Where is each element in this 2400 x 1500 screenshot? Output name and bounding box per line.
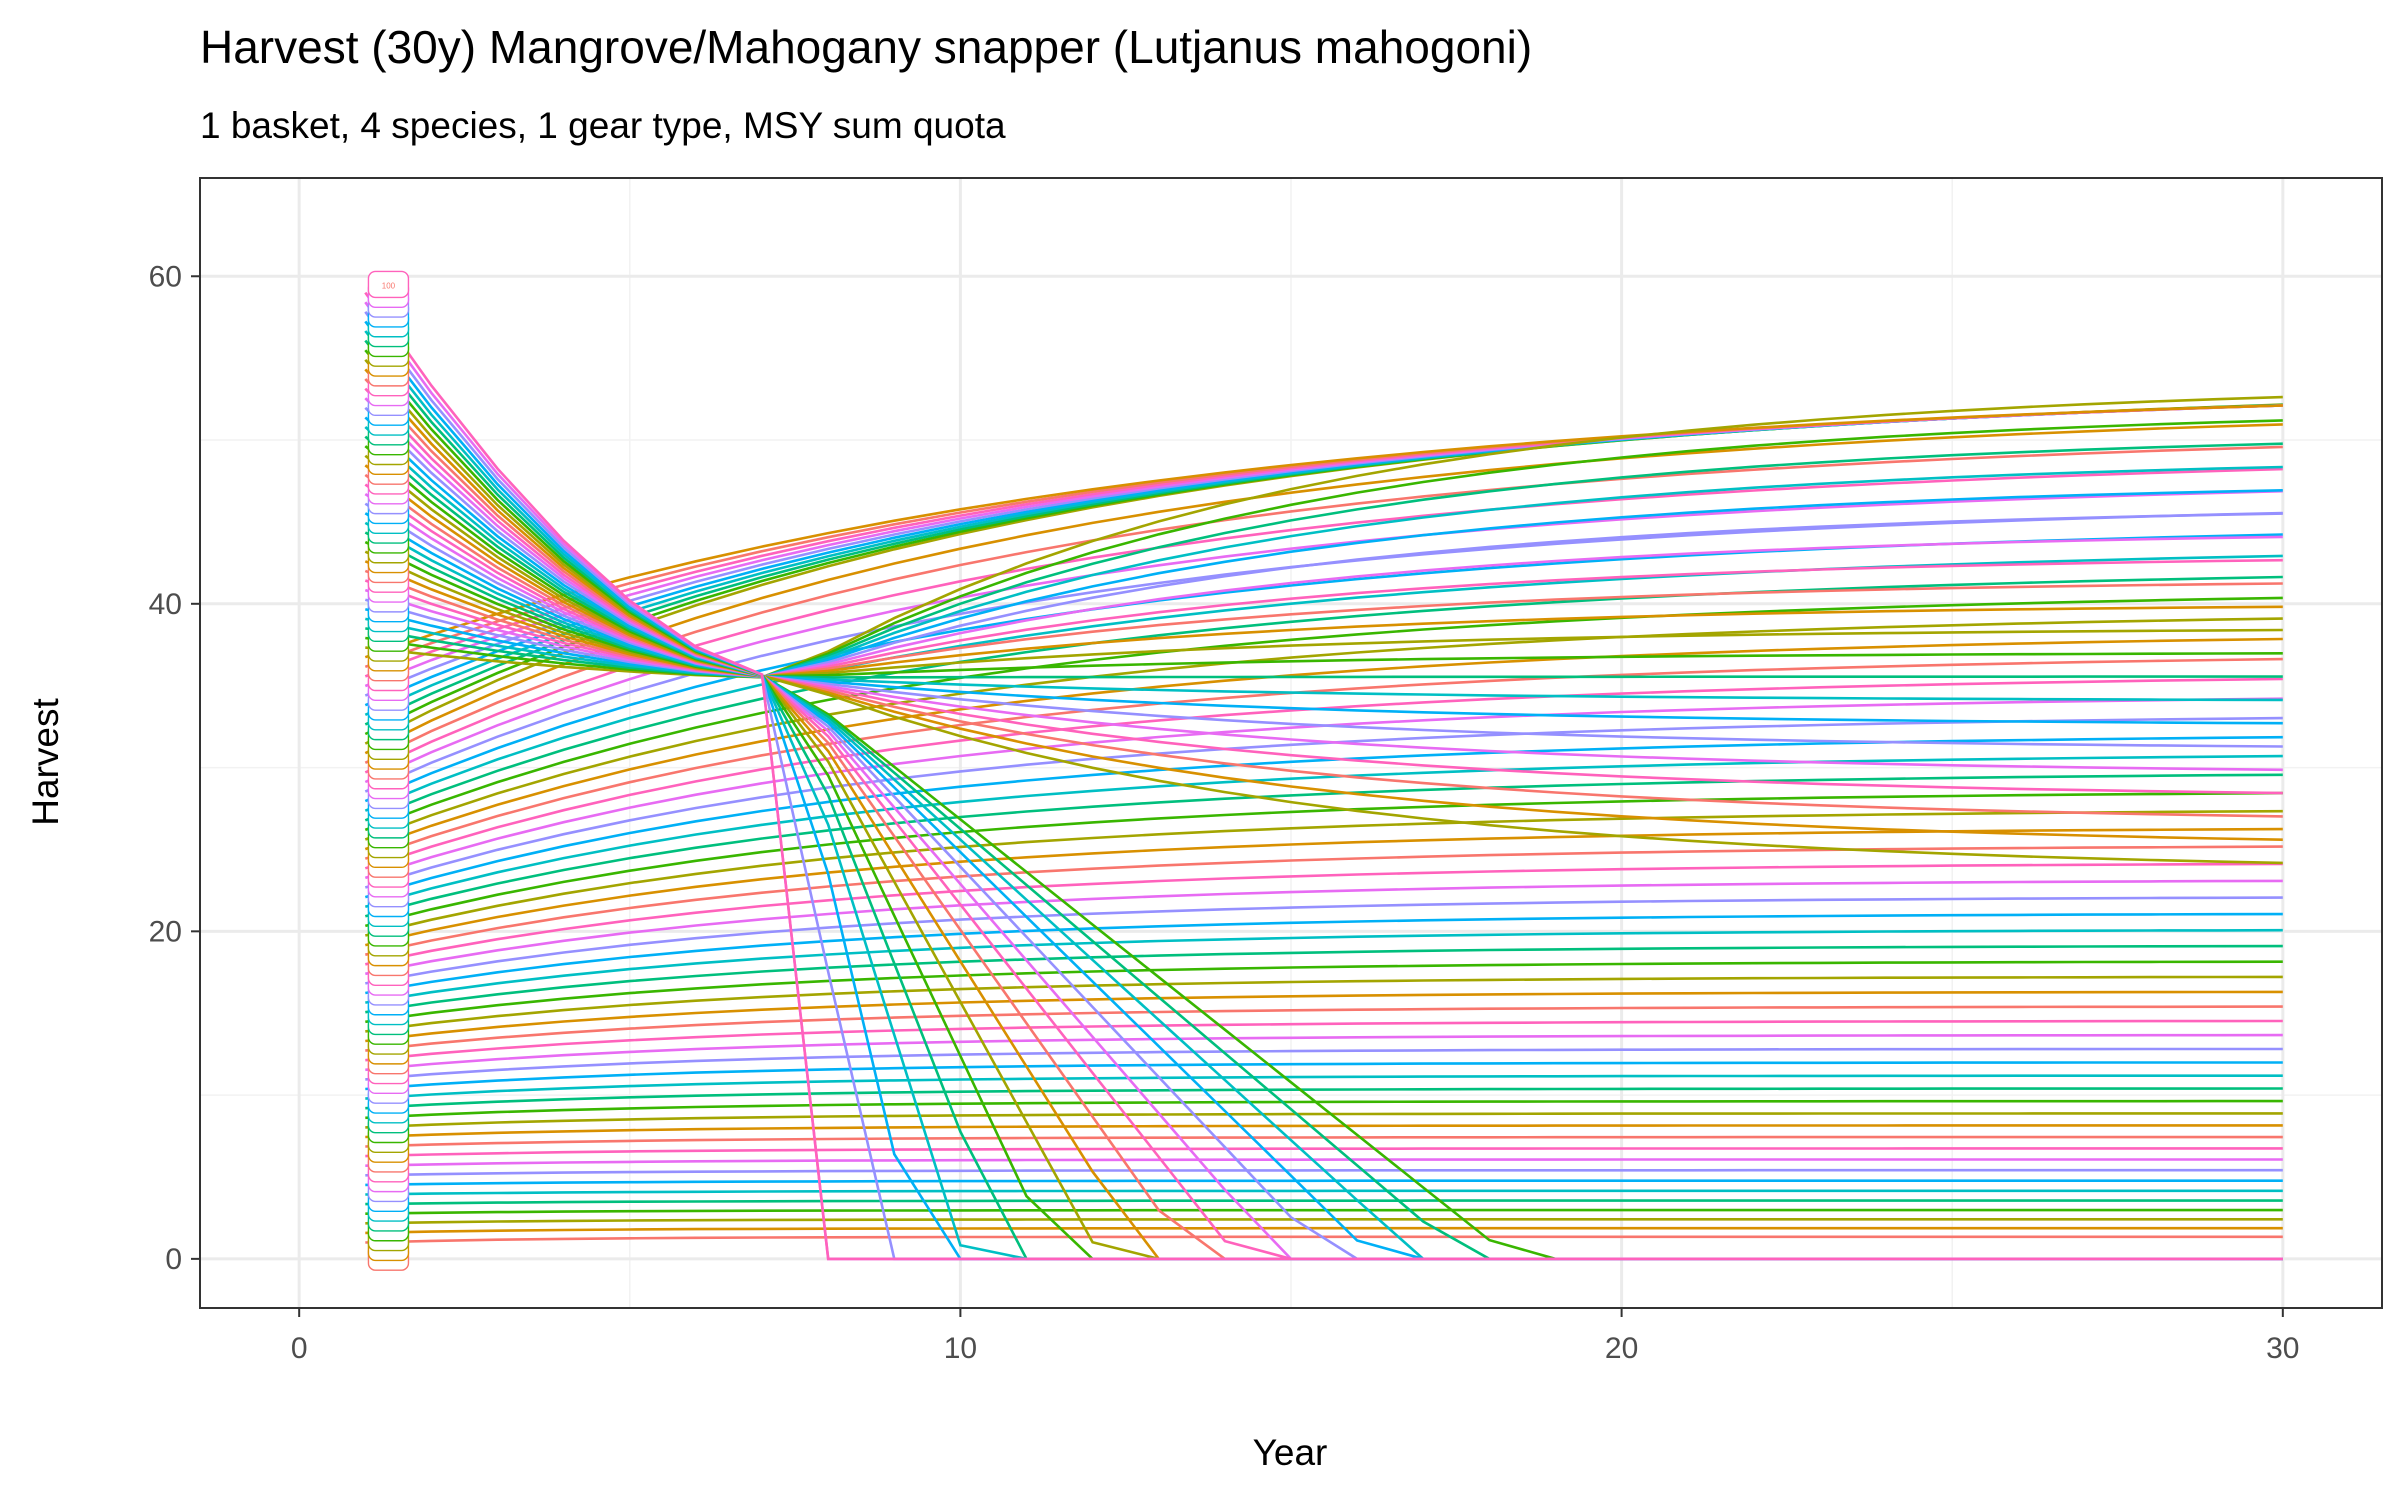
chart-subtitle: 1 basket, 4 species, 1 gear type, MSY su… bbox=[200, 105, 1006, 146]
series-line bbox=[365, 1074, 2283, 1100]
y-tick-label: 0 bbox=[165, 1243, 182, 1276]
series-line bbox=[365, 896, 2283, 985]
series-line bbox=[365, 1099, 2283, 1120]
series-line bbox=[365, 1033, 2283, 1072]
series-line bbox=[365, 1208, 2283, 1215]
x-axis: 0 10 20 30 bbox=[291, 1308, 2300, 1365]
series-line bbox=[364, 637, 2283, 851]
series-line bbox=[365, 1047, 2283, 1081]
series-line bbox=[364, 291, 2283, 1261]
x-tick-label: 20 bbox=[1605, 1332, 1638, 1365]
series-label-text: 100 bbox=[382, 281, 396, 290]
y-axis-title: Harvest bbox=[25, 698, 66, 826]
y-axis: 0 20 40 60 bbox=[149, 260, 200, 1276]
series-labels: 100 bbox=[367, 270, 410, 1271]
series-line bbox=[364, 657, 2283, 860]
series-line bbox=[365, 1179, 2283, 1187]
series-line bbox=[364, 301, 2283, 1261]
series-line bbox=[364, 617, 2283, 841]
series-line bbox=[365, 975, 2283, 1033]
series-line bbox=[365, 990, 2283, 1043]
series-lines bbox=[364, 291, 2283, 1261]
series-label-box bbox=[367, 270, 410, 299]
series-line bbox=[364, 423, 2283, 755]
series-line bbox=[364, 404, 2283, 659]
x-axis-title: Year bbox=[1253, 1432, 1328, 1473]
series-line bbox=[365, 1147, 2283, 1158]
plot-panel-border bbox=[199, 177, 2383, 1309]
series-line bbox=[365, 1019, 2283, 1062]
y-tick-label: 20 bbox=[149, 915, 182, 948]
series-line bbox=[365, 1189, 2283, 1196]
series-line bbox=[364, 554, 2283, 812]
series-line bbox=[365, 827, 2283, 947]
series-line bbox=[365, 1005, 2283, 1052]
series-line bbox=[365, 928, 2283, 1004]
series-line bbox=[365, 879, 2283, 976]
series-line bbox=[365, 1112, 2283, 1129]
series-line bbox=[364, 735, 2283, 899]
series-line bbox=[364, 754, 2283, 908]
series-line bbox=[364, 773, 2283, 918]
chart-title: Harvest (30y) Mangrove/Mahogany snapper … bbox=[200, 21, 1532, 73]
series-line bbox=[364, 791, 2283, 928]
series-line bbox=[365, 862, 2283, 966]
series-line bbox=[365, 1124, 2283, 1139]
series-line bbox=[365, 1226, 2283, 1235]
series-line bbox=[364, 809, 2283, 937]
series-line bbox=[364, 349, 2283, 1261]
series-line bbox=[365, 1087, 2283, 1110]
series-line bbox=[365, 912, 2283, 995]
series-line bbox=[364, 575, 2283, 822]
series-line bbox=[364, 445, 2283, 764]
y-tick-label: 40 bbox=[149, 588, 182, 621]
series-line bbox=[365, 1199, 2283, 1206]
series-line bbox=[364, 596, 2283, 832]
series-line bbox=[365, 1218, 2283, 1225]
series-line bbox=[365, 845, 2283, 956]
series-line bbox=[365, 944, 2283, 1014]
x-tick-label: 30 bbox=[2266, 1332, 2299, 1365]
series-line bbox=[365, 1061, 2283, 1091]
y-tick-label: 60 bbox=[149, 260, 182, 293]
series-line bbox=[365, 1158, 2283, 1167]
x-tick-label: 10 bbox=[944, 1332, 977, 1365]
series-line bbox=[365, 960, 2283, 1024]
x-tick-label: 0 bbox=[291, 1332, 308, 1365]
